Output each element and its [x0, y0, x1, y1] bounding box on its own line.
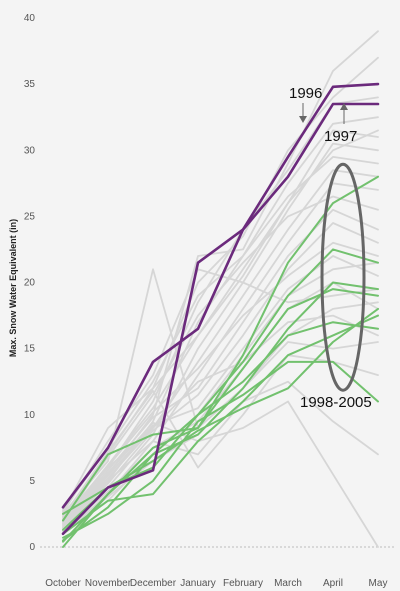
- series-line-other_years: [62, 261, 379, 532]
- x-tick-label: November: [85, 578, 132, 589]
- y-tick-label: 40: [24, 13, 36, 24]
- y-axis: 0 5 10 15 20 25 30 35 40: [24, 13, 36, 553]
- recent-years-ellipse: [320, 162, 366, 392]
- annotations: 1996 1997 1998-2005: [289, 85, 372, 411]
- series-line-other_years: [62, 56, 379, 525]
- series-line-other_years: [62, 142, 379, 532]
- series-line-other_years: [62, 314, 379, 522]
- series-line-other_years: [62, 354, 379, 518]
- series-line-1996: [61, 82, 380, 509]
- arrow-1997-head: [340, 103, 348, 110]
- series-line-other_years: [62, 255, 379, 526]
- y-tick-label: 15: [24, 344, 36, 355]
- x-tick-label: December: [130, 578, 177, 589]
- x-tick-label: January: [180, 578, 216, 589]
- y-axis-label: Max. Snow Water Equivalent (in): [8, 219, 18, 357]
- x-tick-label: May: [369, 578, 388, 589]
- y-tick-label: 10: [24, 410, 36, 421]
- series-line-other_years: [62, 222, 379, 530]
- series-line-1997: [61, 102, 380, 536]
- x-tick-label: April: [323, 578, 343, 589]
- label-1998-2005: 1998-2005: [300, 394, 372, 411]
- series-line-other_years: [62, 169, 379, 527]
- y-tick-label: 30: [24, 145, 36, 156]
- series-line-other_years: [62, 129, 379, 513]
- series-line-other_years: [62, 129, 379, 522]
- series-line-other_years: [62, 400, 379, 548]
- arrow-1996-head: [299, 116, 307, 123]
- label-1997: 1997: [324, 128, 357, 145]
- other-years-lines: [62, 30, 379, 548]
- series-line-other_years: [62, 268, 379, 514]
- series-line-other_years: [62, 241, 379, 521]
- x-tick-label: March: [274, 578, 302, 589]
- y-tick-label: 25: [24, 211, 36, 222]
- y-tick-label: 5: [29, 476, 35, 487]
- series-line-other_years: [62, 195, 379, 517]
- series-line-recent: [62, 360, 379, 539]
- highlight-years-lines: [61, 82, 380, 536]
- series-line-other_years: [62, 380, 379, 529]
- y-tick-label: 0: [29, 542, 35, 553]
- recent-years-lines: [62, 175, 379, 548]
- series-line-recent: [62, 281, 379, 543]
- y-tick-label: 35: [24, 79, 36, 90]
- label-1996: 1996: [289, 85, 322, 102]
- y-tick-label: 20: [24, 278, 36, 289]
- x-tick-label: October: [45, 578, 81, 589]
- x-tick-label: February: [223, 578, 263, 589]
- series-line-other_years: [62, 155, 379, 511]
- series-line-recent: [62, 248, 379, 542]
